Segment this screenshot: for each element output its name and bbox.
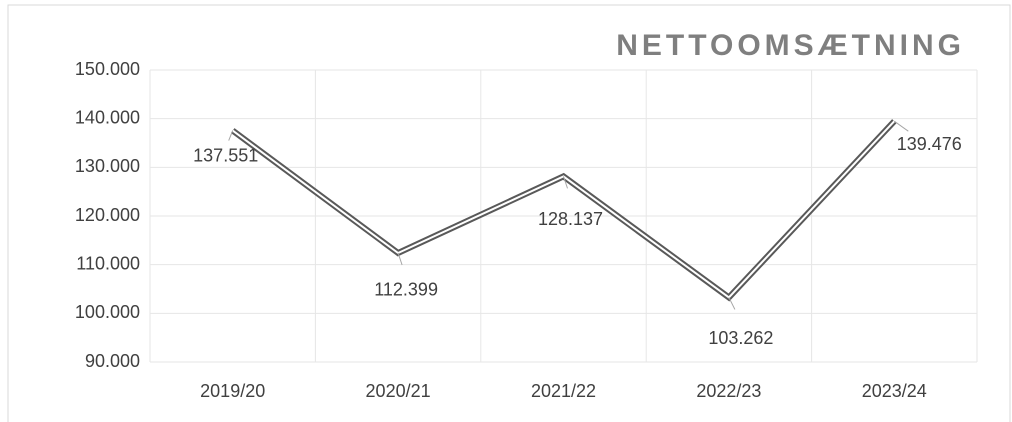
leader-line: [228, 130, 234, 141]
x-tick-label: 2021/22: [531, 381, 596, 401]
leader-line: [397, 252, 403, 266]
chart-border: [7, 4, 1011, 422]
y-tick-label: 110.000: [76, 253, 140, 273]
x-tick-label: 2023/24: [862, 381, 927, 401]
y-tick-label: 140.000: [75, 107, 140, 127]
y-tick-label: 130.000: [75, 156, 140, 176]
data-label: 103.262: [708, 328, 773, 348]
data-label: 139.476: [897, 134, 962, 154]
leader-line: [894, 120, 909, 132]
y-tick-label: 120.000: [75, 205, 140, 225]
data-label: 137.551: [193, 145, 258, 165]
y-tick-label: 100.000: [75, 302, 140, 322]
data-label: 128.137: [538, 209, 603, 229]
leader-line: [563, 176, 568, 189]
data-label: 112.399: [374, 280, 438, 300]
x-tick-label: 2019/20: [200, 381, 265, 401]
chart-title: NETTOOMSÆTNING: [616, 29, 965, 62]
y-tick-label: 90.000: [85, 351, 140, 371]
leader-line: [728, 297, 736, 310]
y-tick-label: 150.000: [75, 59, 140, 79]
x-tick-label: 2022/23: [696, 381, 761, 401]
x-tick-label: 2020/21: [366, 381, 431, 401]
